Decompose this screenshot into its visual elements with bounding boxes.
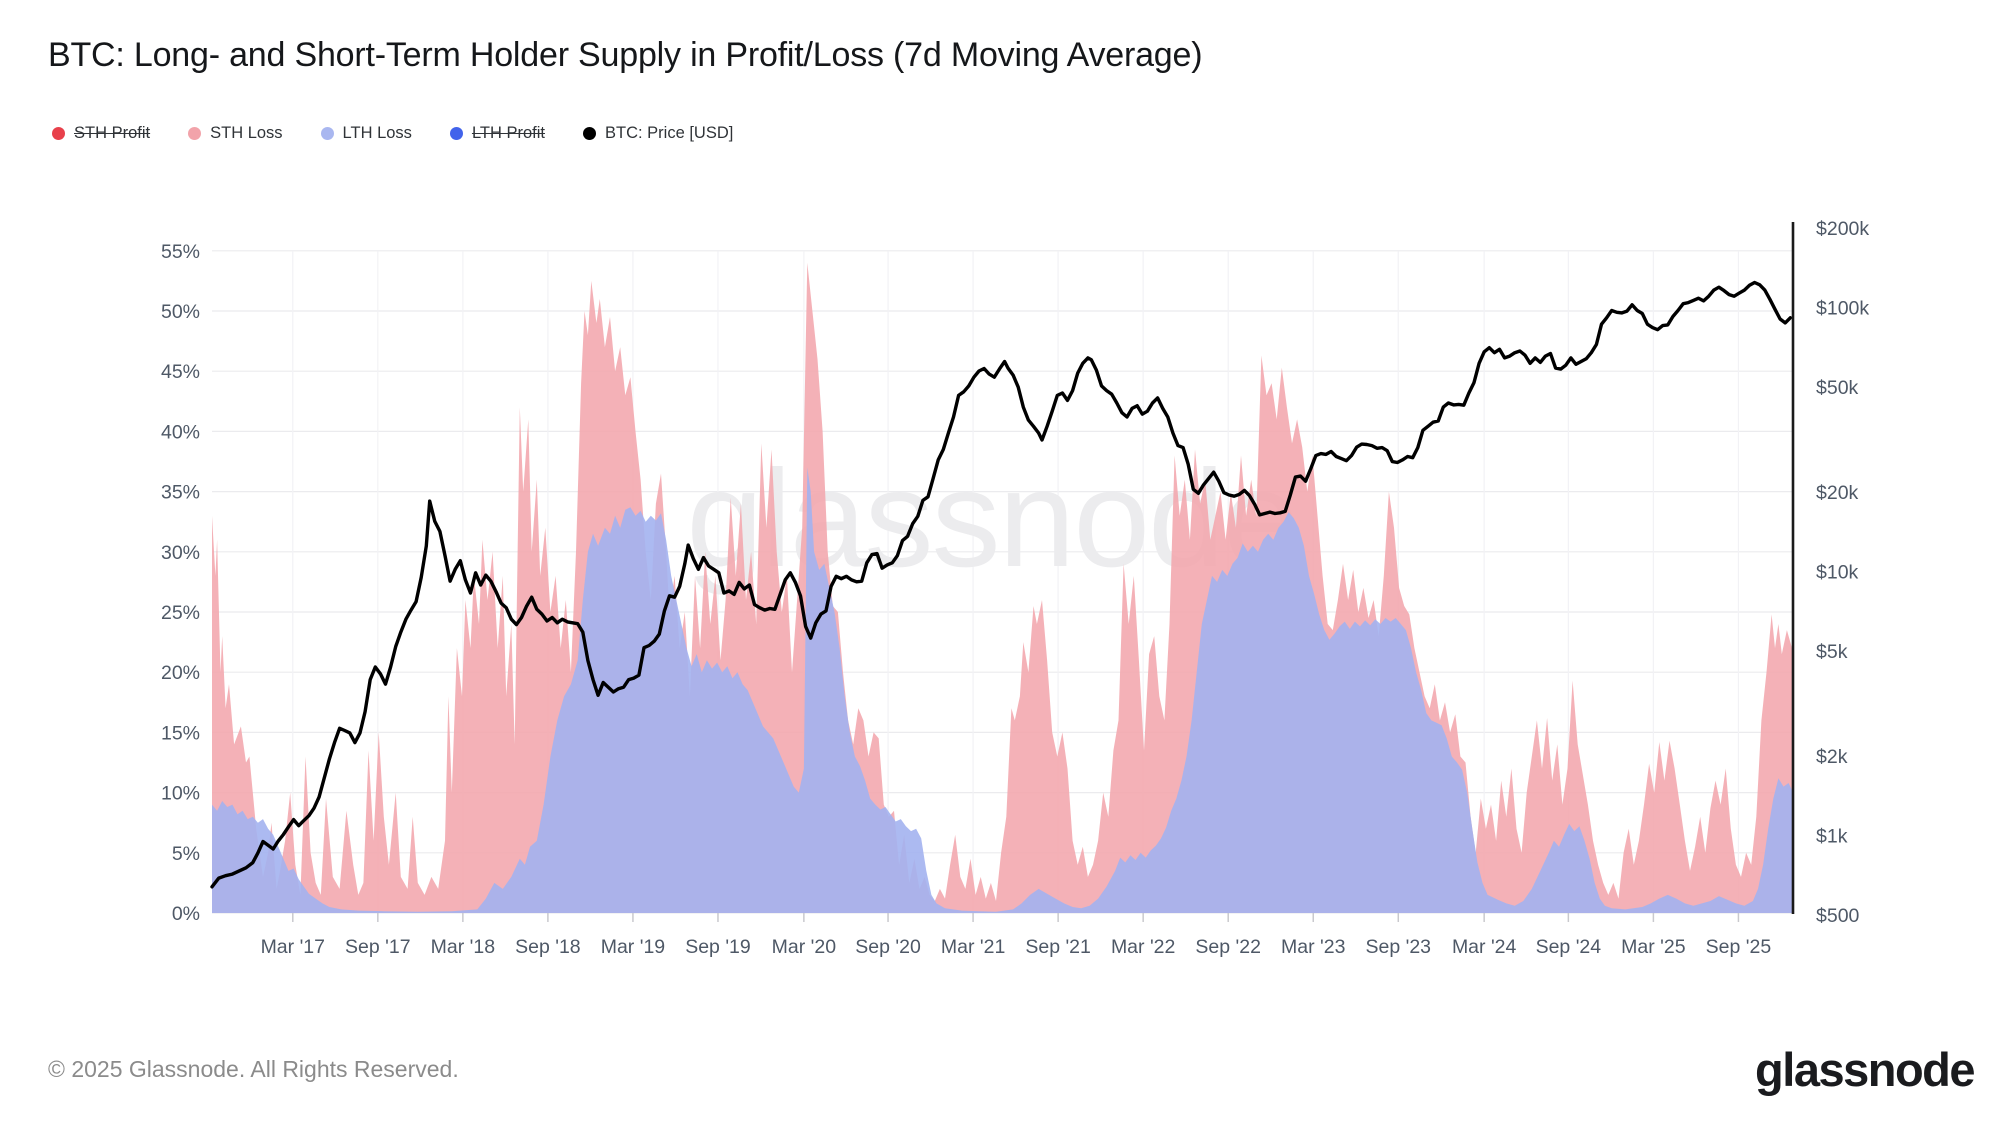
legend-label: LTH Profit [471, 124, 545, 142]
x-axis-tick-label: Sep '21 [1025, 936, 1091, 958]
left-axis-tick-label: 25% [161, 602, 200, 624]
left-axis-tick-label: 40% [161, 421, 200, 443]
right-axis-tick-label: $200k [1816, 218, 1869, 240]
glassnode-logo: glassnode [1755, 1043, 1975, 1096]
legend-label: STH Loss [210, 124, 283, 142]
copyright-text: © 2025 Glassnode. All Rights Reserved. [48, 1056, 459, 1082]
x-axis-tick-label: Mar '18 [431, 936, 495, 958]
left-axis-tick-label: 0% [172, 903, 200, 925]
x-axis-tick-label: Sep '23 [1366, 936, 1432, 958]
left-axis-tick-label: 30% [161, 542, 200, 564]
series-line-btc-price-usd-[interactable] [210, 280, 1792, 889]
left-axis-tick-label: 20% [161, 662, 200, 684]
legend-dot-icon [320, 127, 334, 140]
legend-item-lth-profit[interactable]: LTH Profit [449, 124, 545, 143]
legend-label: LTH Loss [342, 124, 412, 142]
x-axis-tick-label: Mar '20 [772, 936, 837, 958]
x-axis-tick-label: Sep '20 [855, 936, 921, 958]
legend-dot-icon [188, 127, 202, 140]
left-axis-tick-label: 55% [161, 241, 200, 263]
x-axis-tick-label: Mar '17 [261, 936, 325, 958]
right-axis-tick-label: $100k [1816, 298, 1869, 320]
x-axis-tick-label: Sep '25 [1706, 936, 1772, 958]
left-axis-tick-label: 50% [161, 301, 200, 323]
right-axis-tick-label: $10k [1816, 562, 1859, 584]
legend-item-sth-profit[interactable]: STH Profit [52, 124, 150, 143]
left-axis-tick-label: 5% [172, 843, 200, 865]
x-axis-tick-label: Sep '22 [1195, 936, 1261, 958]
x-axis-tick-label: Mar '23 [1281, 936, 1345, 958]
legend-dot-icon [52, 127, 65, 140]
legend-label: BTC: Price [USD] [604, 124, 734, 142]
x-axis-tick-label: Sep '24 [1536, 936, 1602, 958]
right-axis-tick-label: $50k [1816, 377, 1859, 399]
x-axis-tick-label: Sep '17 [345, 936, 411, 958]
legend-item-sth-loss[interactable]: STH Loss [188, 124, 283, 143]
x-axis-tick-label: Mar '22 [1111, 936, 1175, 958]
left-axis-tick-label: 10% [161, 783, 200, 805]
legend-item-lth-loss[interactable]: LTH Loss [320, 124, 412, 143]
legend: STH Profit STH Loss LTH Loss LTH Profit BTC:… [52, 124, 733, 143]
legend-dot-icon [449, 127, 463, 140]
series-area-lth-loss[interactable] [212, 467, 1792, 914]
right-axis-tick-label: $1k [1816, 826, 1848, 848]
left-axis-tick-label: 45% [161, 361, 200, 383]
x-axis-tick-label: Sep '19 [685, 936, 751, 958]
legend-dot-icon [582, 127, 596, 140]
right-axis-tick-label: $5k [1816, 641, 1848, 663]
left-axis-tick-label: 35% [161, 482, 200, 504]
left-axis-tick-label: 15% [161, 722, 200, 744]
page-title: BTC: Long- and Short-Term Holder Supply … [48, 36, 1203, 74]
right-axis-tick-label: $2k [1816, 746, 1848, 768]
x-axis-tick-label: Mar '19 [601, 936, 665, 958]
right-axis-tick-label: $20k [1816, 482, 1859, 504]
right-axis-tick-label: $500 [1816, 905, 1860, 927]
legend-item-btc-price-usd-[interactable]: BTC: Price [USD] [582, 124, 734, 143]
x-axis-tick-label: Sep '18 [515, 936, 581, 958]
x-axis-tick-label: Mar '24 [1452, 936, 1517, 958]
legend-label: STH Profit [74, 124, 151, 142]
x-axis-tick-label: Mar '21 [941, 936, 1005, 958]
x-axis-tick-label: Mar '25 [1621, 936, 1686, 958]
